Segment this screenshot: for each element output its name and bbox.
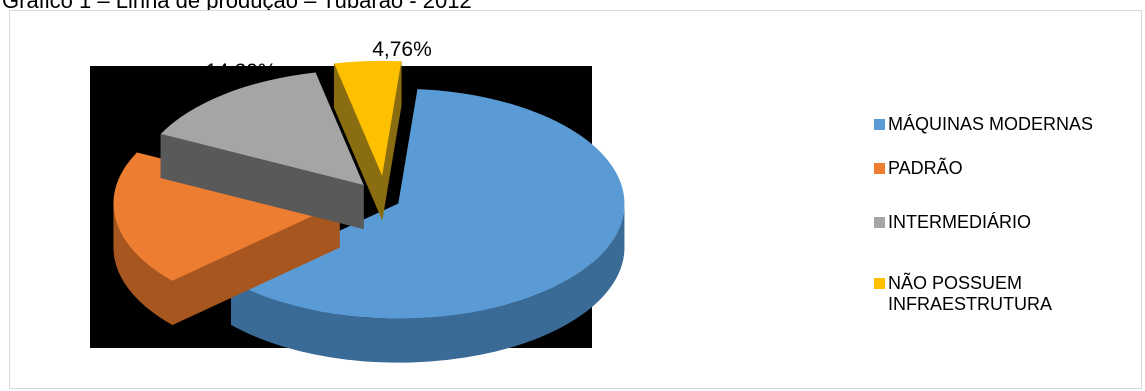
data-label-nao-possuem-infraestrutura: 4,76% bbox=[372, 38, 432, 61]
slice-side-maquinas-modernas bbox=[231, 203, 625, 363]
slice-top-intermediario bbox=[160, 72, 364, 185]
legend-label-maquinas-modernas: MÁQUINAS MODERNAS bbox=[888, 114, 1094, 134]
legend-item-padrao: PADRÃO bbox=[874, 158, 1128, 179]
chart-title: Gráfico 1 – Linha de produção – Tubarão … bbox=[2, 0, 472, 13]
slice-nao-possuem-infraestrutura bbox=[333, 60, 402, 220]
slice-maquinas-modernas bbox=[231, 89, 625, 363]
legend-swatch-nao-possuem-infraestrutura bbox=[874, 278, 885, 289]
legend-swatch-maquinas-modernas bbox=[874, 119, 885, 130]
legend-item-intermediario: INTERMEDIÁRIO bbox=[874, 212, 1128, 233]
legend-item-nao-possuem-infraestrutura: NÃO POSSUEM INFRAESTRUTURA bbox=[874, 273, 1128, 315]
slice-top-nao-possuem-infraestrutura bbox=[334, 60, 402, 176]
legend-label-padrao: PADRÃO bbox=[888, 158, 963, 178]
legend-label-nao-possuem-infraestrutura: NÃO POSSUEM INFRAESTRUTURA bbox=[888, 273, 1053, 314]
legend-label-intermediario: INTERMEDIÁRIO bbox=[888, 212, 1032, 232]
legend-swatch-padrao bbox=[874, 163, 885, 174]
legend-item-maquinas-modernas: MÁQUINAS MODERNAS bbox=[874, 114, 1128, 135]
slice-top-maquinas-modernas bbox=[231, 89, 625, 319]
legend-swatch-intermediario bbox=[874, 217, 885, 228]
data-label-intermediario: 14,29% bbox=[205, 60, 276, 83]
slice-intermediario bbox=[160, 72, 364, 230]
slice-side-padrao bbox=[113, 203, 173, 325]
slice-top-padrao bbox=[113, 152, 340, 281]
